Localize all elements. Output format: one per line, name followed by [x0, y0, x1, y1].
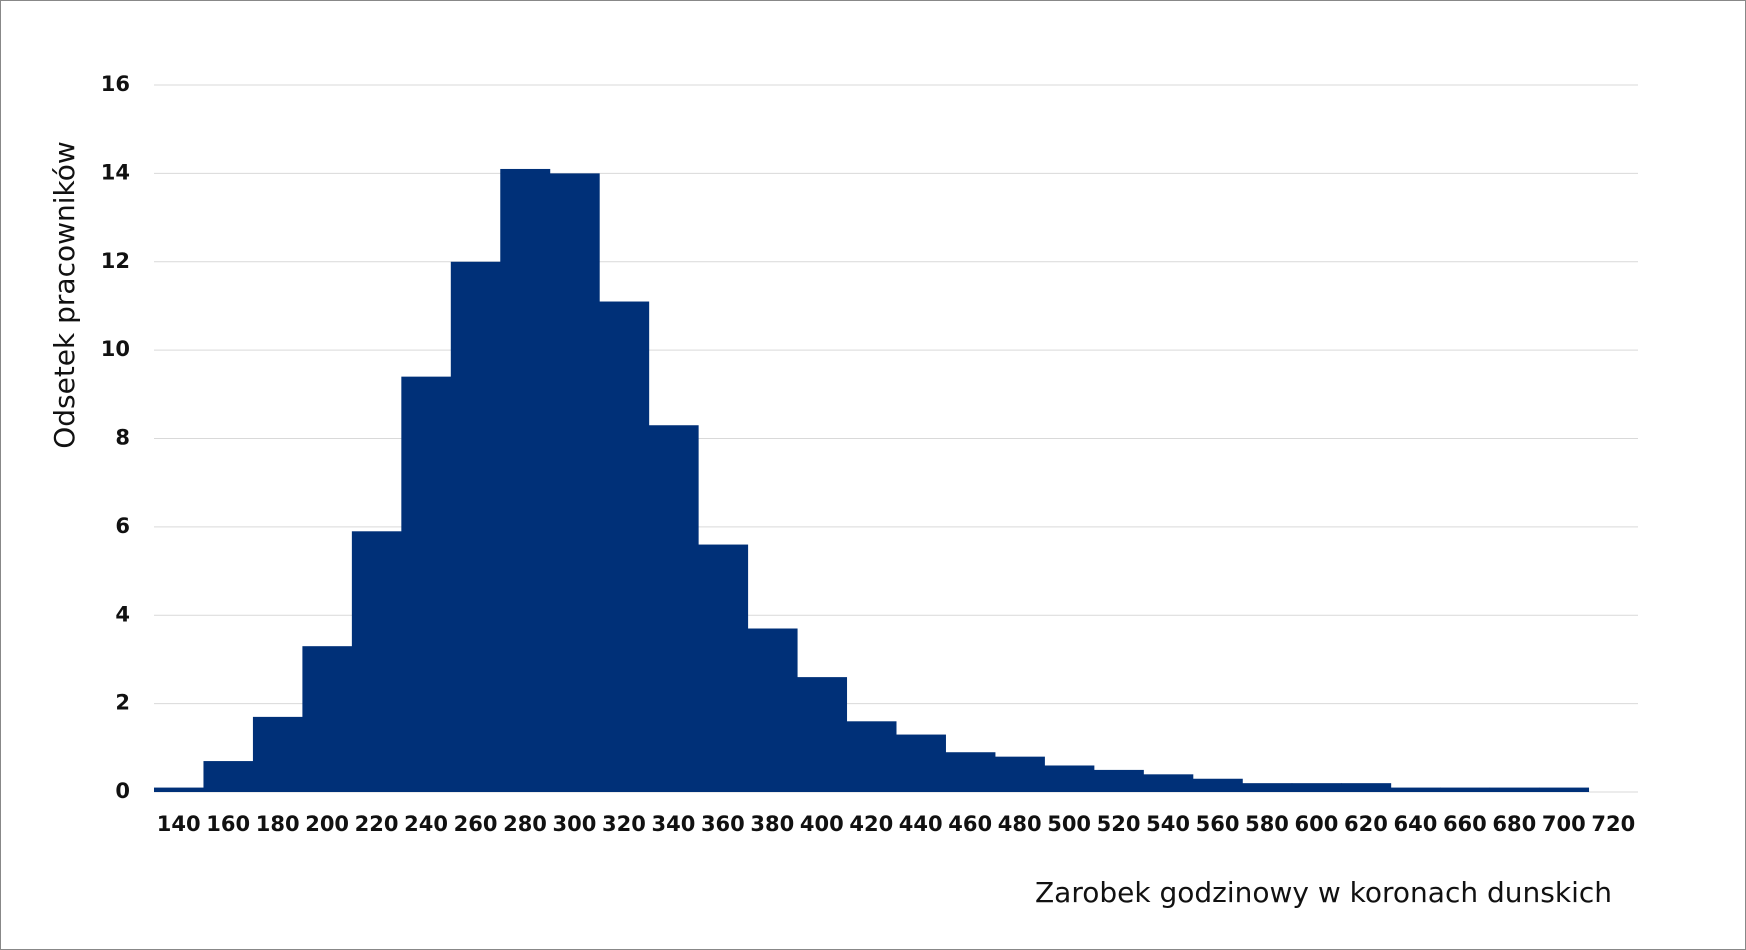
bar	[252, 716, 303, 792]
x-tick-label: 300	[553, 812, 597, 836]
x-tick-label: 560	[1196, 812, 1240, 836]
bar	[896, 734, 946, 792]
bar	[1242, 783, 1293, 792]
x-tick-label: 260	[454, 812, 498, 836]
x-tick-label: 580	[1245, 812, 1289, 836]
bar	[1044, 765, 1095, 792]
bar	[945, 752, 996, 792]
x-axis-title: Zarobek godzinowy w koronach dunskich	[1035, 876, 1612, 909]
y-axis-title: Odsetek pracowników	[48, 141, 81, 449]
y-tick-label: 4	[115, 602, 130, 626]
bar	[1489, 787, 1540, 792]
bar	[351, 531, 402, 792]
x-tick-label: 420	[849, 812, 893, 836]
bar	[1440, 787, 1491, 792]
bar	[450, 261, 501, 792]
bar	[698, 544, 749, 792]
bar	[1143, 774, 1194, 792]
bar	[994, 756, 1045, 792]
y-tick-label: 10	[101, 337, 130, 361]
x-tick-label: 600	[1295, 812, 1339, 836]
x-tick-label: 480	[998, 812, 1042, 836]
x-tick-label: 660	[1443, 812, 1487, 836]
bar	[154, 787, 204, 792]
x-tick-label: 500	[1047, 812, 1091, 836]
bar	[302, 646, 353, 792]
x-tick-label: 160	[206, 812, 250, 836]
bar	[747, 628, 798, 792]
x-tick-label: 640	[1393, 812, 1437, 836]
x-tick-label: 320	[602, 812, 646, 836]
x-tick-label: 460	[948, 812, 992, 836]
bar	[1192, 778, 1243, 792]
x-tick-label: 520	[1097, 812, 1141, 836]
y-tick-label: 8	[115, 426, 130, 450]
bar	[846, 721, 897, 792]
x-tick-label: 240	[404, 812, 448, 836]
y-tick-label: 12	[101, 249, 130, 273]
y-tick-label: 2	[115, 691, 130, 715]
y-tick-label: 16	[101, 72, 130, 96]
bar	[500, 168, 551, 793]
x-tick-label: 540	[1146, 812, 1190, 836]
x-tick-label: 280	[503, 812, 547, 836]
bar	[599, 301, 650, 792]
x-tick-label: 720	[1591, 812, 1635, 836]
x-tick-label: 180	[256, 812, 300, 836]
x-tick-label: 220	[355, 812, 399, 836]
bar	[203, 761, 254, 792]
x-tick-label: 680	[1492, 812, 1536, 836]
bar	[648, 425, 699, 792]
bar	[1390, 787, 1441, 792]
bar	[1539, 787, 1590, 792]
x-tick-label: 380	[750, 812, 794, 836]
x-tick-label: 140	[157, 812, 201, 836]
x-tick-label: 700	[1542, 812, 1586, 836]
bar	[1291, 783, 1342, 792]
bar	[1093, 769, 1144, 792]
bar	[1341, 783, 1392, 792]
x-tick-label: 340	[651, 812, 695, 836]
bar	[797, 677, 848, 792]
bar	[401, 376, 452, 792]
y-tick-label: 0	[115, 779, 130, 803]
x-tick-label: 360	[701, 812, 745, 836]
y-tick-label: 14	[101, 160, 130, 184]
x-tick-label: 400	[800, 812, 844, 836]
x-tick-label: 620	[1344, 812, 1388, 836]
y-tick-label: 6	[115, 514, 130, 538]
x-tick-label: 440	[899, 812, 943, 836]
x-tick-label: 200	[305, 812, 349, 836]
bar	[549, 173, 600, 792]
